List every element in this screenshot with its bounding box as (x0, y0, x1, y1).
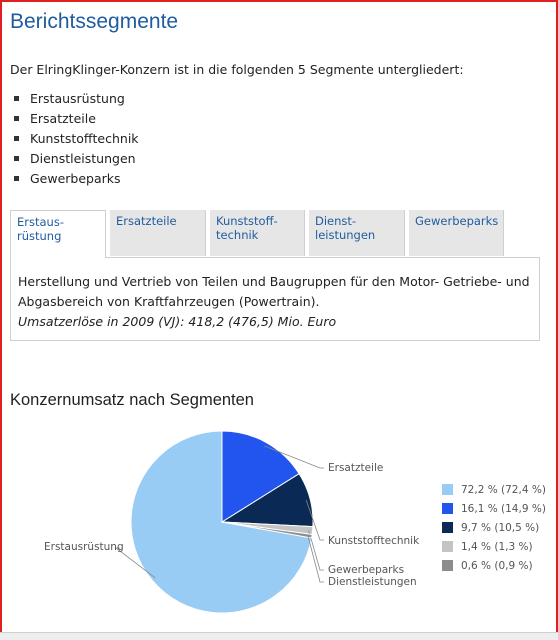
bullet-icon (14, 96, 19, 101)
legend-item-3: 1,4 % (1,3 %) (442, 537, 546, 556)
legend-swatch-3 (442, 541, 453, 552)
leader-line-0 (114, 547, 156, 579)
legend-swatch-4 (442, 560, 453, 571)
slice-label-2: Kunststofftechnik (328, 535, 420, 547)
pie-slice-4 (221, 521, 313, 539)
leader-line-3 (308, 530, 324, 571)
leader-line-1 (264, 445, 324, 469)
legend-swatch-1 (442, 503, 453, 514)
legend-label-0: 72,2 % (72,4 %) (461, 483, 546, 496)
list-item: Dienstleistungen (14, 150, 139, 170)
legend-label-4: 0,6 % (0,9 %) (461, 559, 533, 572)
segment-label: Kunststofftechnik (30, 131, 139, 146)
status-strip (0, 632, 558, 640)
slice-label-1: Ersatzteile (328, 462, 383, 474)
legend-label-2: 9,7 % (10,5 %) (461, 521, 540, 534)
slice-label-3: Gewerbeparks (328, 564, 404, 576)
segment-label: Ersatzteile (30, 111, 96, 126)
segment-label: Dienstleistungen (30, 151, 136, 166)
intro-text: Der ElringKlinger-Konzern ist in die fol… (10, 62, 464, 77)
legend-item-0: 72,2 % (72,4 %) (442, 480, 546, 499)
list-item: Ersatzteile (14, 110, 139, 130)
legend-swatch-2 (442, 522, 453, 533)
legend-item-4: 0,6 % (0,9 %) (442, 556, 546, 575)
list-item: Kunststofftechnik (14, 130, 139, 150)
bullet-icon (14, 156, 19, 161)
segment-description: Herstellung und Vertrieb von Teilen und … (18, 274, 530, 309)
list-item: Erstausrüstung (14, 90, 139, 110)
bullet-icon (14, 116, 19, 121)
slice-label-0: Erstausrüstung (44, 541, 124, 553)
chart-title: Konzernumsatz nach Segmenten (10, 391, 254, 409)
tab-panel: Herstellung und Vertrieb von Teilen und … (10, 257, 540, 341)
leader-line-2 (305, 499, 324, 541)
slice-label-4: Dienstleistungen (328, 576, 417, 588)
tab-dienstleistungen[interactable]: Dienst- leistungen (309, 210, 405, 256)
list-item: Gewerbeparks (14, 170, 139, 190)
tab-kunststofftechnik[interactable]: Kunststoff- technik (210, 210, 305, 256)
leader-line-4 (307, 535, 324, 583)
legend-swatch-0 (442, 484, 453, 495)
legend-item-1: 16,1 % (14,9 %) (442, 499, 546, 518)
page-title: Berichtssegmente (10, 10, 179, 33)
legend-label-1: 16,1 % (14,9 %) (461, 502, 546, 515)
segment-revenue: Umsatzerlöse in 2009 (VJ): 418,2 (476,5)… (18, 314, 337, 329)
bullet-icon (14, 176, 19, 181)
chart-legend: 72,2 % (72,4 %) 16,1 % (14,9 %) 9,7 % (10,… (442, 480, 546, 575)
legend-item-2: 9,7 % (10,5 %) (442, 518, 546, 537)
tab-ersatzteile[interactable]: Ersatzteile (110, 210, 206, 256)
segment-label: Gewerbeparks (30, 171, 121, 186)
tab-erstausruestung[interactable]: Erstaus- rüstung (10, 210, 106, 258)
segment-label: Erstausrüstung (30, 91, 125, 106)
segment-list: Erstausrüstung Ersatzteile Kunststofftec… (14, 90, 139, 190)
legend-label-3: 1,4 % (1,3 %) (461, 540, 533, 553)
tab-gewerbeparks[interactable]: Gewerbeparks (409, 210, 504, 256)
pie-slice-1 (221, 430, 300, 523)
bullet-icon (14, 136, 19, 141)
pie-chart: Erstausrüstung Ersatzteile Kunststofftechn… (44, 430, 420, 614)
